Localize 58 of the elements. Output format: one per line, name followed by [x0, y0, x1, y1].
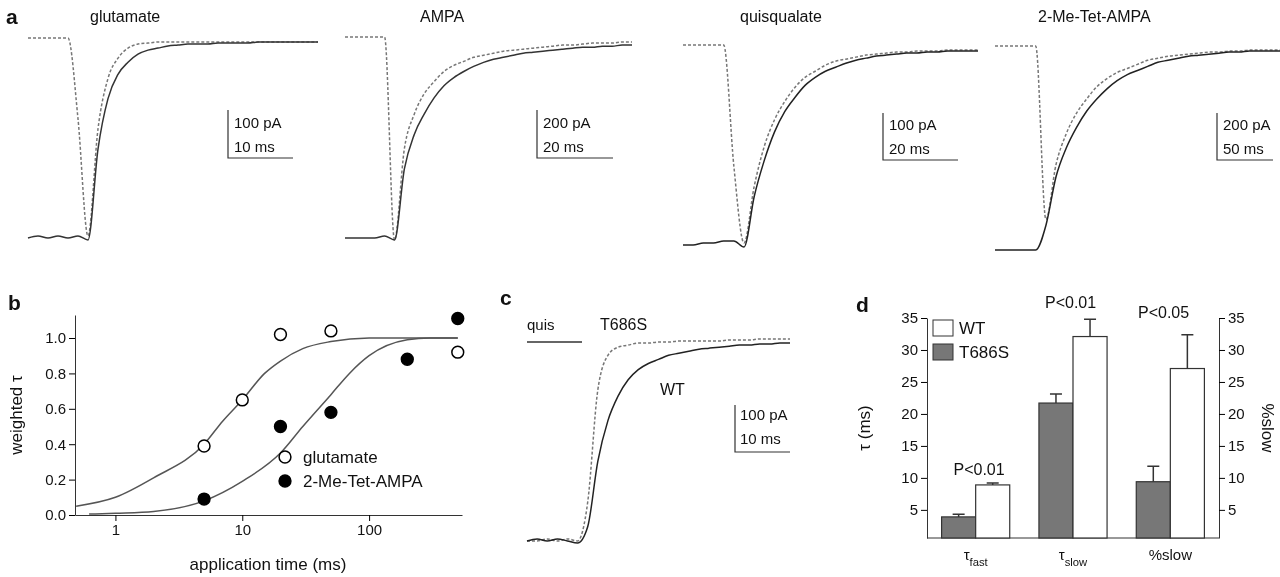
legend-label: 2-Me-Tet-AMPA [303, 472, 424, 491]
chart-title: AMPA [420, 8, 465, 25]
annotation: 100 pA [740, 406, 788, 423]
chart-title: 2-Me-Tet-AMPA [1038, 8, 1151, 25]
y-tick-label: 1.0 [45, 329, 66, 347]
series-label: WT [660, 381, 686, 398]
x-tick-label: τ$_{fast}$ [963, 546, 989, 568]
y-tick-label: 0.2 [45, 470, 66, 488]
y2-tick-label: 15 [1228, 437, 1245, 455]
annotation: 100 pA [234, 114, 282, 131]
y2-tick-label: 35 [1228, 309, 1245, 327]
y-tick-label: 30 [901, 341, 918, 359]
annotation: 10 ms [740, 430, 781, 447]
y2-tick-label: 20 [1228, 405, 1245, 423]
y-tick-label: 0.0 [45, 506, 66, 524]
text: quis [527, 316, 555, 333]
x-tick-label: 1 [111, 520, 121, 538]
legend-label: WT [959, 319, 986, 338]
legend-label: glutamate [303, 448, 378, 467]
annotation: 50 ms [1223, 140, 1264, 157]
x-axis-title: application time (ms) [189, 555, 347, 574]
text: c [500, 286, 512, 309]
annotation: 10 ms [234, 138, 275, 155]
y-axis-title: τ (ms) [855, 405, 874, 451]
y-tick-label: 0.6 [45, 400, 66, 418]
y-tick-label: 10 [901, 469, 918, 487]
y-axis-title: weighted τ [7, 374, 26, 456]
annotation: 20 ms [543, 138, 584, 155]
y-tick-label: 15 [901, 437, 918, 455]
legend-label: T686S [959, 343, 1010, 362]
annotation: 200 pA [543, 114, 591, 131]
y-tick-label: 25 [901, 373, 918, 391]
annotation: P<0.01 [953, 461, 1005, 478]
text: P<0.01 [1045, 294, 1097, 311]
y2-tick-label: 10 [1228, 469, 1245, 487]
text: a [6, 5, 18, 28]
y2-tick-label: 30 [1228, 341, 1245, 359]
text: b [8, 291, 21, 314]
annotation: 20 ms [889, 140, 930, 157]
chart-title: glutamate [90, 8, 161, 25]
y-tick-label: 20 [901, 405, 918, 423]
x-tick-label: τ$_{slow}$ [1058, 546, 1089, 568]
annotation: 200 pA [1223, 116, 1271, 133]
y2-tick-label: 5 [1228, 501, 1237, 519]
y-tick-label: 35 [901, 309, 918, 327]
y-tick-label: 5 [909, 501, 918, 519]
annotation: P<0.05 [1138, 304, 1190, 321]
x-tick-label: 100 [357, 520, 383, 538]
y2-tick-label: 25 [1228, 373, 1245, 391]
series-label: T686S [600, 316, 648, 333]
x-tick-label: %slow [1148, 546, 1193, 563]
x-tick-label: 10 [234, 520, 252, 538]
y-tick-label: 0.4 [45, 435, 66, 453]
text: d [856, 293, 869, 316]
annotation: 100 pA [889, 116, 937, 133]
y2-axis-title: %slow [1258, 403, 1277, 454]
y-tick-label: 0.8 [45, 364, 66, 382]
chart-title: quisqualate [740, 8, 822, 25]
